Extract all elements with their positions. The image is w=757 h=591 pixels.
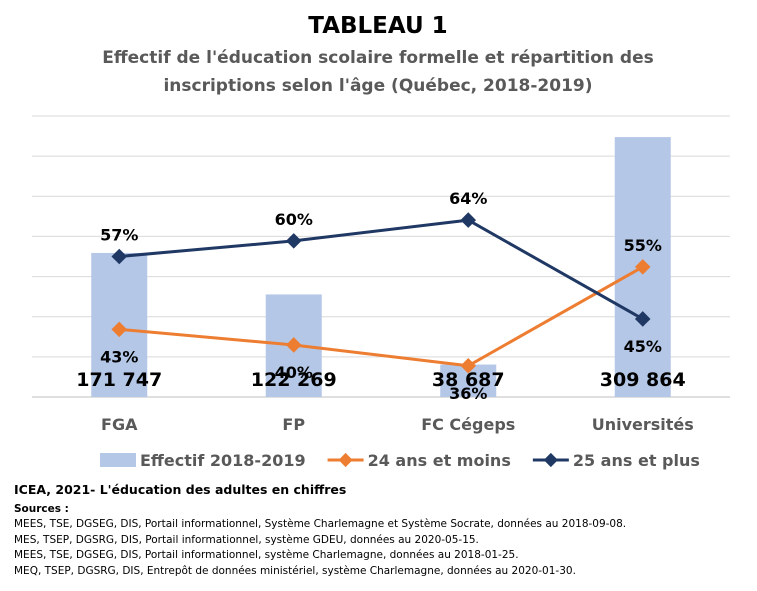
x-tick-label: FC Cégeps (421, 415, 515, 434)
chart-subtitle-line-1: Effectif de l'éducation scolaire formell… (102, 48, 654, 68)
bar-value-label: 309 864 (600, 369, 686, 391)
point-value-label: 55% (624, 236, 662, 255)
point-value-label: 57% (100, 226, 138, 245)
legend-marker (543, 452, 558, 468)
line-series (111, 212, 651, 374)
series-line (119, 265, 644, 368)
point-value-label: 36% (449, 384, 487, 403)
chart-subtitle-line-2: inscriptions selon l'âge (Québec, 2018-2… (163, 76, 592, 96)
source-line: MEES, TSE, DGSEG, DIS, Portail informati… (14, 549, 519, 561)
source-line: MEQ, TSEP, DGSRG, DIS, Entrepôt de donné… (14, 564, 576, 577)
legend-label: 25 ans et plus (573, 451, 700, 470)
legend-swatch (100, 453, 136, 467)
legend-marker (338, 452, 353, 468)
chart-footer: ICEA, 2021- L'éducation des adultes en c… (14, 482, 749, 579)
bar-series (91, 137, 671, 397)
source-line: MES, TSEP, DGSRG, DIS, Portail informati… (14, 533, 479, 546)
legend-item: 24 ans et moins (327, 451, 511, 470)
x-axis: FGA FP FC Cégeps Universités (101, 415, 694, 434)
data-labels: 171 747 122 269 38 687 309 864 43% 40% 36% 55% 5… (76, 189, 685, 403)
series-point-marker (285, 233, 302, 249)
point-value-label: 60% (275, 210, 313, 229)
x-tick-label: FP (282, 415, 305, 434)
chart-svg: TABLEAU 1 Effectif de l'éducation scolai… (32, 13, 730, 470)
gridlines (32, 115, 730, 398)
legend-label: Effectif 2018-2019 (140, 451, 306, 470)
point-value-label: 43% (100, 347, 138, 366)
legend-item: Effectif 2018-2019 (100, 451, 306, 470)
sources-label: Sources : (14, 503, 69, 515)
point-value-label: 64% (449, 189, 487, 208)
legend-item: 25 ans et plus (532, 451, 700, 470)
source-line: MEES, TSE, DGSEG, DIS, Portail informati… (14, 518, 627, 530)
point-value-label: 40% (275, 363, 313, 382)
legend: Effectif 2018-2019 24 ans et moins 25 ans … (100, 451, 700, 470)
bar-value-label: 171 747 (76, 369, 162, 391)
series-line (119, 218, 644, 321)
point-value-label: 45% (624, 337, 662, 356)
series-point-marker (460, 212, 477, 228)
x-tick-label: Universités (592, 415, 694, 434)
bar-value-label: 38 687 (432, 369, 505, 391)
x-tick-label: FGA (101, 415, 138, 434)
citation: ICEA, 2021- L'éducation des adultes en c… (14, 482, 347, 497)
legend-label: 24 ans et moins (368, 451, 511, 470)
chart-title: TABLEAU 1 (308, 13, 447, 39)
bar-value-label: 122 269 (251, 369, 337, 391)
